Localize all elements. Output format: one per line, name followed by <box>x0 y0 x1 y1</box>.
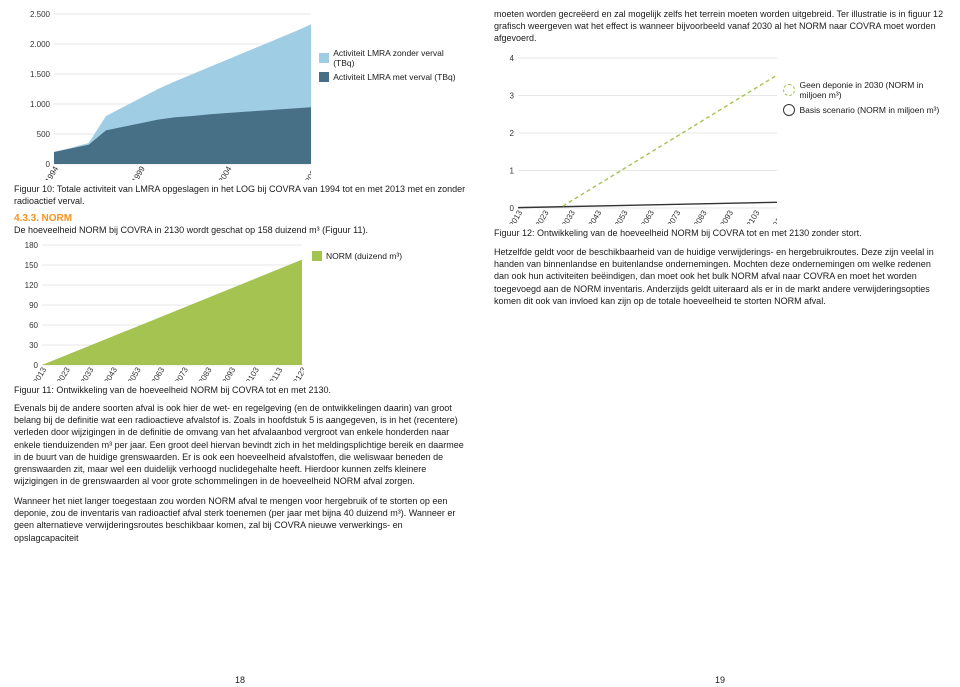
figure-12-legend: Geen deponie in 2030 (NORM in miljoen m³… <box>783 80 946 120</box>
figure-11-chart: 0306090120150180201320232033204320532063… <box>14 241 304 381</box>
figure-10-chart: 05001.0001.5002.0002.5001994199920042009 <box>14 8 311 180</box>
svg-text:90: 90 <box>29 301 38 310</box>
svg-text:3: 3 <box>510 92 515 101</box>
svg-text:2009: 2009 <box>303 164 311 180</box>
figure-11-block: 0306090120150180201320232033204320532063… <box>14 241 466 397</box>
svg-text:2073: 2073 <box>666 209 683 225</box>
svg-text:1999: 1999 <box>130 164 147 180</box>
figure-12-chart: 0123420132023203320432053206320732083209… <box>494 52 777 224</box>
legend-item: Basis scenario (NORM in miljoen m³) <box>783 104 946 116</box>
svg-text:1.000: 1.000 <box>30 100 51 109</box>
svg-text:180: 180 <box>25 241 39 250</box>
svg-text:120: 120 <box>25 281 39 290</box>
svg-text:2083: 2083 <box>197 365 214 381</box>
svg-text:2073: 2073 <box>173 365 190 381</box>
svg-text:500: 500 <box>37 130 51 139</box>
norm-heading-label: NORM <box>42 213 73 224</box>
svg-text:2033: 2033 <box>560 209 577 225</box>
svg-text:2063: 2063 <box>639 209 656 225</box>
legend-item: Activiteit LMRA met verval (TBq) <box>319 72 466 82</box>
left-paragraph-1: Evenals bij de andere soorten afval is o… <box>14 402 466 487</box>
svg-text:2023: 2023 <box>534 209 551 225</box>
norm-heading: 4.3.3. NORM <box>14 213 466 224</box>
svg-text:2063: 2063 <box>150 365 167 381</box>
svg-text:2.500: 2.500 <box>30 10 51 19</box>
page-number-right: 19 <box>715 675 725 685</box>
legend-item: Geen deponie in 2030 (NORM in miljoen m³… <box>783 80 946 100</box>
figure-11-caption: Figuur 11: Ontwikkeling van de hoeveelhe… <box>14 385 466 397</box>
svg-text:2103: 2103 <box>745 209 762 225</box>
svg-text:2103: 2103 <box>244 365 261 381</box>
svg-text:2123: 2123 <box>291 365 304 381</box>
svg-text:4: 4 <box>510 54 515 63</box>
svg-text:1.500: 1.500 <box>30 70 51 79</box>
right-paragraph-1: Hetzelfde geldt voor de beschikbaarheid … <box>494 246 946 307</box>
svg-text:2113: 2113 <box>268 365 285 380</box>
svg-text:150: 150 <box>25 261 39 270</box>
right-column: moeten worden gecreëerd en zal mogelijk … <box>480 0 960 687</box>
svg-text:2083: 2083 <box>692 209 709 225</box>
figure-10-legend: Activiteit LMRA zonder verval (TBq) Activ… <box>319 48 466 86</box>
right-paragraph-top: moeten worden gecreëerd en zal mogelijk … <box>494 8 946 44</box>
svg-text:60: 60 <box>29 321 38 330</box>
svg-text:30: 30 <box>29 341 38 350</box>
svg-text:2043: 2043 <box>102 365 119 381</box>
legend-item: Activiteit LMRA zonder verval (TBq) <box>319 48 466 68</box>
svg-text:2093: 2093 <box>221 365 238 381</box>
svg-text:2033: 2033 <box>79 365 96 381</box>
norm-heading-num: 4.3.3. <box>14 213 39 224</box>
figure-10-caption: Figuur 10: Totale activiteit van LMRA op… <box>14 184 466 207</box>
legend-item: NORM (duizend m³) <box>312 251 402 261</box>
norm-body-line: De hoeveelheid NORM bij COVRA in 2130 wo… <box>14 224 466 236</box>
figure-10-block: 05001.0001.5002.0002.5001994199920042009… <box>14 8 466 207</box>
figure-11-legend: NORM (duizend m³) <box>312 251 402 265</box>
svg-text:2053: 2053 <box>613 209 630 225</box>
svg-text:2.000: 2.000 <box>30 40 51 49</box>
svg-text:2023: 2023 <box>55 365 72 381</box>
svg-text:1: 1 <box>510 167 515 176</box>
svg-text:2113: 2113 <box>771 209 776 224</box>
svg-text:2004: 2004 <box>217 164 234 180</box>
svg-text:2043: 2043 <box>587 209 604 225</box>
svg-text:2: 2 <box>510 129 515 138</box>
figure-12-block: 0123420132023203320432053206320732083209… <box>494 52 946 240</box>
figure-12-caption: Figuur 12: Ontwikkeling van de hoeveelhe… <box>494 228 946 240</box>
left-column: 05001.0001.5002.0002.5001994199920042009… <box>0 0 480 687</box>
svg-text:2053: 2053 <box>126 365 143 381</box>
page-number-left: 18 <box>235 675 245 685</box>
left-paragraph-2: Wanneer het niet langer toegestaan zou w… <box>14 495 466 544</box>
svg-text:2093: 2093 <box>718 209 735 225</box>
